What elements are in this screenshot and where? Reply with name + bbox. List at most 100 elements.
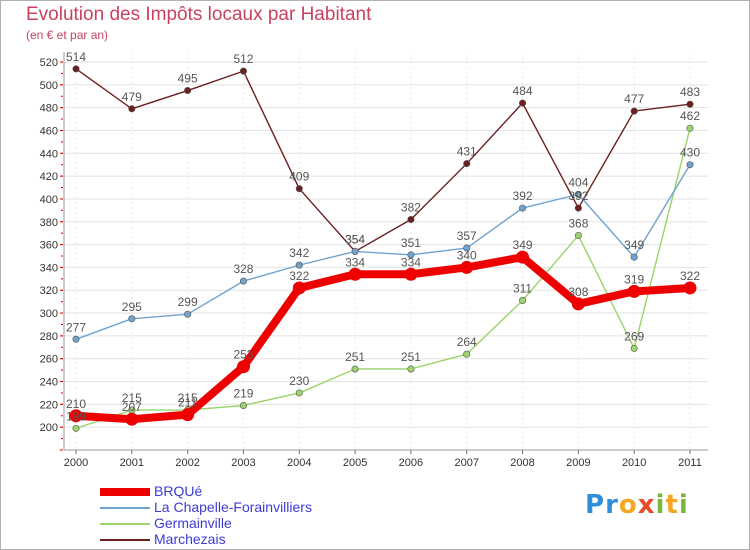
legend-item: La Chapelle-Forainvilliers [100,499,400,516]
y-tick-label: 480 [40,103,58,115]
x-tick-label: 2005 [343,457,367,469]
data-label-0: 322 [289,269,309,283]
data-point-2 [463,350,471,358]
logo-letter: P [585,490,606,520]
data-label-2: 199 [66,409,86,423]
data-label-3: 477 [624,92,644,106]
data-point-3 [72,65,80,73]
data-point-0 [348,267,362,281]
data-point-2 [407,365,415,373]
series-line-3 [75,68,691,253]
series-line-0 [72,253,694,424]
data-label-1: 342 [289,246,309,260]
data-label-1: 295 [122,300,142,314]
data-point-2 [574,231,582,239]
data-label-1: 277 [66,320,86,334]
data-label-0: 253 [233,348,253,362]
data-point-1 [72,335,80,343]
y-tick-label: 460 [40,125,58,137]
proxiti-logo: Proxiti [585,490,689,520]
data-label-3: 382 [401,200,421,214]
data-label-2: 311 [513,282,532,296]
data-label-1: 357 [457,229,477,243]
legend-label: Marchezais [154,531,226,547]
data-label-1: 404 [568,175,588,189]
data-label-0: 334 [401,255,421,269]
data-point-2 [239,401,247,409]
x-tick-label: 2007 [454,457,478,469]
y-tick-label: 340 [40,262,58,274]
data-point-2 [686,124,694,132]
data-point-1 [239,277,247,285]
logo-letter: t [665,490,679,520]
data-point-1 [686,161,694,169]
data-label-1: 351 [401,236,421,250]
logo-letter: r [605,490,619,520]
y-tick-label: 200 [40,422,58,434]
data-point-0 [627,284,641,298]
chart-legend: BRQUé La Chapelle-Forainvilliers Germainvi… [100,483,400,548]
legend-swatch [100,507,150,509]
data-label-0: 211 [178,396,197,410]
data-point-0 [236,360,250,374]
data-point-3 [239,67,247,75]
y-tick-label: 520 [40,57,58,69]
x-tick-label: 2009 [566,457,590,469]
series-line-1 [75,164,691,341]
data-point-1 [184,310,192,318]
data-label-1: 349 [624,238,644,252]
x-tick-label: 2008 [510,457,534,469]
data-label-0: 340 [457,248,477,262]
data-point-3 [630,107,638,115]
legend-swatch [100,539,150,541]
data-point-0 [683,281,697,295]
data-label-2: 230 [289,374,309,388]
data-label-1: 354 [345,232,365,246]
data-point-2 [72,424,80,432]
data-point-0 [292,281,306,295]
chart-subtitle: (en € et par an) [26,28,109,42]
data-label-3: 514 [66,50,86,64]
data-label-1: 392 [513,189,533,203]
data-point-0 [404,267,418,281]
y-tick-label: 440 [40,148,58,160]
legend-item: BRQUé [100,483,400,500]
data-point-0 [460,260,474,274]
x-tick-label: 2006 [399,457,423,469]
logo-letter: i [678,490,689,520]
data-point-2 [295,389,303,397]
legend-item: Germainville [100,515,400,532]
data-label-1: 299 [178,295,198,309]
data-label-3: 392 [568,189,588,203]
data-point-1 [351,247,359,255]
data-label-0: 207 [122,400,142,414]
x-tick-label: 2003 [231,457,255,469]
data-point-1 [630,253,638,261]
data-point-3 [295,185,303,193]
data-label-0: 322 [680,269,700,283]
data-label-0: 210 [66,397,86,411]
data-label-1: 328 [233,262,253,276]
data-point-0 [516,250,530,264]
data-label-0: 319 [624,272,644,286]
y-tick-label: 320 [40,285,58,297]
y-tick-label: 420 [40,171,58,183]
data-label-2: 251 [401,350,421,364]
y-tick-label: 280 [40,331,58,343]
x-tick-label: 2004 [287,457,311,469]
legend-label: Germainville [154,515,232,531]
data-point-2 [351,365,359,373]
data-point-2 [519,297,527,305]
data-label-2: 269 [624,329,644,343]
data-label-3: 354 [345,232,365,246]
legend-label: BRQUé [154,483,203,499]
data-point-0 [571,297,585,311]
logo-letter: x [637,490,656,520]
data-point-1 [295,261,303,269]
y-tick-label: 300 [40,308,58,320]
x-tick-label: 2001 [120,457,144,469]
data-label-3: 484 [513,84,533,98]
data-point-0 [125,412,139,426]
x-tick-label: 2002 [175,457,199,469]
